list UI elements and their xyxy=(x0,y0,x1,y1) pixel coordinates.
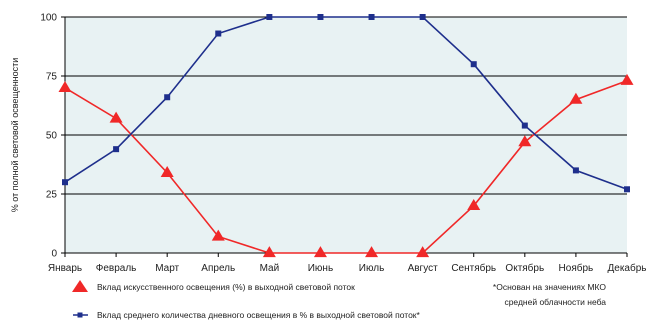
y-axis-ticks: 0 25 50 75 100 xyxy=(40,13,65,260)
x-tick-label-0: Январь xyxy=(48,263,82,274)
point-triangle-4 xyxy=(262,246,276,258)
point-triangle-8 xyxy=(467,198,481,210)
point-triangle-0 xyxy=(58,80,72,92)
y-tick-label-100: 100 xyxy=(40,13,57,24)
footnote-line-2: средней облачности неба xyxy=(504,297,606,307)
point-square-10 xyxy=(572,167,579,174)
footnote: *Основан на значениях МКО средней облачн… xyxy=(493,282,606,307)
x-tick-label-1: Февраль xyxy=(96,263,137,274)
x-tick-label-11: Декабрь xyxy=(608,262,647,274)
x-tick-label-4: Май xyxy=(260,263,280,274)
legend-item-daylight: Вклад среднего количества дневного освещ… xyxy=(73,310,421,320)
x-tick-label-2: Март xyxy=(155,263,179,274)
point-triangle-7 xyxy=(416,246,430,258)
point-triangle-10 xyxy=(569,92,583,104)
legend-label-daylight: Вклад среднего количества дневного освещ… xyxy=(97,310,421,320)
point-triangle-2 xyxy=(160,165,174,177)
x-tick-label-3: Апрель xyxy=(201,263,235,274)
point-square-2 xyxy=(164,94,171,101)
point-square-8 xyxy=(470,61,477,68)
point-square-3 xyxy=(215,30,222,37)
y-tick-label-25: 25 xyxy=(46,190,58,201)
x-tick-label-9: Октябрь xyxy=(505,262,544,274)
point-square-1 xyxy=(113,146,120,153)
point-square-6 xyxy=(368,14,375,20)
point-square-5 xyxy=(317,14,324,20)
point-square-0 xyxy=(62,179,68,186)
point-triangle-5 xyxy=(313,246,327,258)
point-triangle-6 xyxy=(365,246,379,258)
point-square-7 xyxy=(419,14,426,20)
legend-label-artificial: Вклад искусственного освещения (%) в вых… xyxy=(97,282,355,292)
y-axis-label: % от полной световой освещенности xyxy=(10,58,20,213)
x-tick-label-5: Июнь xyxy=(308,263,333,274)
legend-triangle-marker xyxy=(72,280,88,292)
point-square-4 xyxy=(266,14,273,20)
x-tick-label-6: Июль xyxy=(359,263,385,274)
x-tick-label-7: Август xyxy=(408,263,439,274)
legend: Вклад искусственного освещения (%) в вых… xyxy=(72,280,421,320)
point-triangle-3 xyxy=(211,229,225,241)
x-tick-label-10: Ноябрь xyxy=(559,262,594,274)
point-triangle-9 xyxy=(518,135,532,147)
x-tick-label-8: Сентябрь xyxy=(451,262,496,274)
series-line-triangle xyxy=(64,79,628,254)
series-group xyxy=(58,14,634,258)
y-tick-label-50: 50 xyxy=(46,131,58,142)
legend-item-artificial: Вклад искусственного освещения (%) в вых… xyxy=(72,280,355,292)
y-tick-label-0: 0 xyxy=(51,249,57,260)
point-square-11 xyxy=(624,186,630,193)
point-triangle-1 xyxy=(109,111,123,123)
point-square-9 xyxy=(521,122,528,129)
x-axis-ticks: Январь Февраль Март Апрель Май Июнь Июль Август… xyxy=(48,253,647,274)
point-triangle-11 xyxy=(620,73,634,85)
legend-square-marker xyxy=(77,312,83,318)
series-line-square xyxy=(64,16,628,191)
y-tick-label-75: 75 xyxy=(46,72,58,83)
footnote-line-1: *Основан на значениях МКО xyxy=(493,282,606,292)
